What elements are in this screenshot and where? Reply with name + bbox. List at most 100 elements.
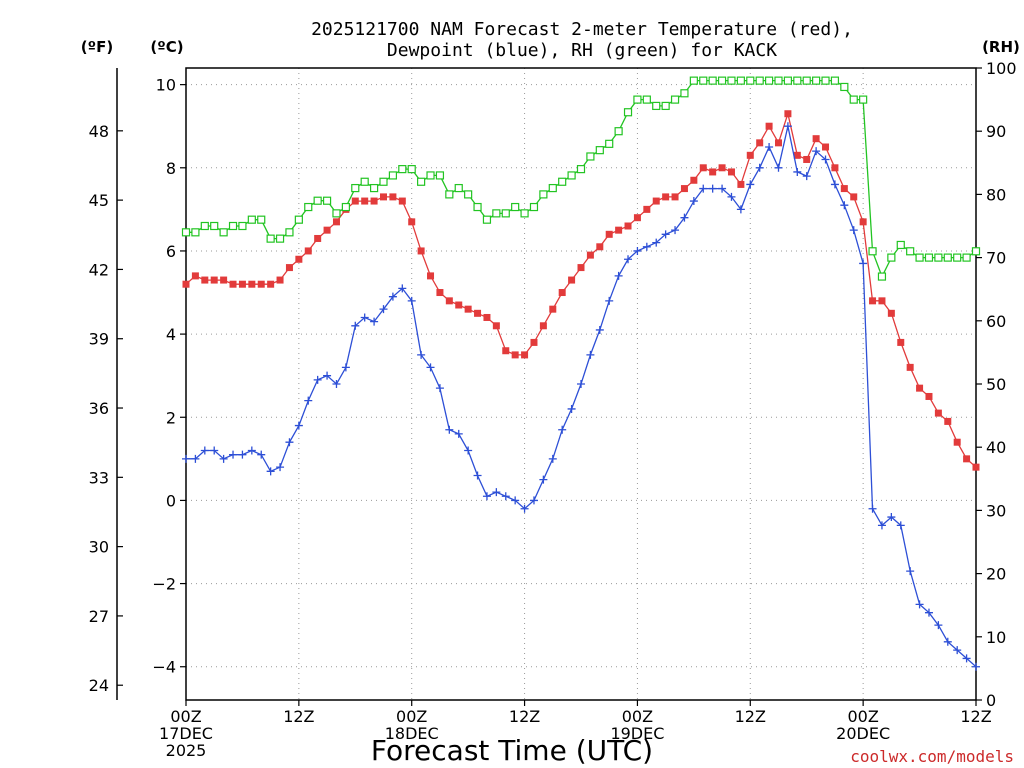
temperature-point: [812, 135, 820, 143]
temperature-point: [238, 280, 246, 288]
dewpoint-point: [417, 350, 426, 359]
x-tick-label: 00Z: [847, 707, 878, 726]
dewpoint-point: [633, 246, 642, 255]
temperature-point: [314, 234, 322, 242]
rh-point: [633, 95, 642, 104]
fahrenheit-tick-label: 42: [89, 260, 109, 279]
temperature-point: [502, 347, 510, 355]
temperature-point: [586, 251, 594, 259]
temperature-point: [398, 197, 406, 205]
dewpoint-point: [614, 271, 623, 280]
temperature-point: [944, 417, 952, 425]
dewpoint-point: [285, 438, 294, 447]
rh-tick-label: 100: [986, 59, 1017, 78]
temperature-point: [690, 176, 698, 184]
temperature-point: [568, 276, 576, 284]
x-tick-label: 2025: [166, 741, 207, 760]
data-series: [181, 76, 981, 671]
temperature-point: [916, 384, 924, 392]
rh-point: [887, 253, 896, 262]
rh-point: [586, 152, 595, 161]
temperature-point: [746, 151, 754, 159]
rh-point: [642, 95, 651, 104]
rh-point: [360, 177, 369, 186]
dewpoint-point: [473, 471, 482, 480]
temperature-point: [624, 222, 632, 230]
temperature-point: [417, 247, 425, 255]
temperature-point: [464, 305, 472, 313]
temperature-point: [285, 264, 293, 272]
credit-link[interactable]: coolwx.com/models: [850, 747, 1014, 766]
rh-point: [257, 215, 266, 224]
dewpoint-point: [539, 475, 548, 484]
rh-point: [200, 221, 209, 231]
chart-title-line-1: 2025121700 NAM Forecast 2-meter Temperat…: [311, 19, 853, 40]
temperature-point: [643, 205, 651, 213]
temperature-point: [709, 168, 717, 176]
dewpoint-point: [849, 226, 858, 235]
temperature-point: [276, 276, 284, 284]
celsius-tick-label: −4: [152, 658, 176, 677]
dewpoint-point: [661, 230, 670, 239]
dewpoint-point: [736, 205, 745, 214]
temperature-point: [718, 164, 726, 172]
dewpoint-point: [454, 429, 463, 438]
x-axis-title: Forecast Time (UTC): [371, 734, 653, 767]
temperature-point: [539, 322, 547, 330]
rh-point: [859, 95, 868, 104]
temperature-point: [699, 164, 707, 172]
dewpoint-point: [191, 454, 200, 463]
dewpoint-point: [605, 296, 614, 305]
rh-point: [266, 234, 275, 243]
dewpoint-point: [652, 238, 661, 247]
rh-point: [802, 76, 811, 85]
rh-point: [529, 202, 539, 212]
temperature-point: [859, 218, 867, 226]
rh-point: [605, 139, 614, 148]
rh-point: [783, 76, 793, 85]
rh-point: [492, 209, 501, 218]
dewpoint-point: [492, 488, 501, 497]
dewpoint-point: [407, 296, 416, 305]
dewpoint-point: [934, 621, 943, 630]
rh-point: [398, 165, 407, 174]
rh-point: [445, 190, 454, 199]
fahrenheit-unit-label: (ºF): [81, 38, 113, 56]
rh-point: [830, 76, 840, 85]
temperature-point: [869, 297, 877, 305]
temperature-point: [878, 297, 886, 305]
dewpoint-point: [924, 608, 933, 617]
rh-point: [840, 82, 849, 92]
rh-point: [388, 171, 398, 180]
dewpoint-point: [304, 396, 313, 405]
temperature-point: [906, 363, 914, 371]
rh-point: [464, 190, 473, 199]
rh-point: [332, 209, 341, 218]
temperature-point: [793, 151, 801, 159]
dewpoint-point: [972, 662, 980, 671]
temperature-point: [455, 301, 463, 309]
x-tick-label: 12Z: [283, 707, 314, 726]
dewpoint-point: [802, 172, 811, 181]
rh-point: [247, 215, 256, 224]
rh-tick-label: 20: [986, 565, 1006, 584]
dewpoint-point: [830, 180, 839, 189]
rh-point: [614, 127, 623, 136]
dewpoint-point: [699, 184, 708, 193]
dewpoint-point: [511, 496, 520, 505]
fahrenheit-tick-label: 33: [89, 468, 109, 487]
rh-point: [962, 253, 971, 262]
dewpoint-point: [727, 192, 736, 201]
temperature-point: [511, 351, 519, 359]
temperature-point: [408, 218, 416, 226]
fahrenheit-tick-label: 39: [89, 330, 109, 349]
rh-point: [708, 76, 717, 85]
rh-point: [210, 221, 219, 231]
rh-point: [417, 177, 426, 186]
x-tick-label: 12Z: [735, 707, 766, 726]
temperature-point: [210, 276, 218, 284]
temperature-point: [370, 197, 378, 205]
rh-point: [717, 76, 727, 85]
temperature-point: [304, 247, 312, 255]
dewpoint-point: [962, 654, 971, 663]
